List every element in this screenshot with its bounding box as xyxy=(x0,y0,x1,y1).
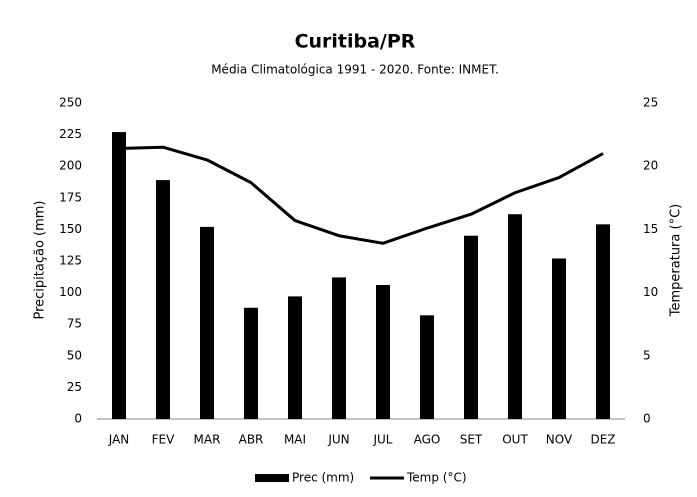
y-tick-label: 50 xyxy=(67,348,82,362)
y2-tick-label: 0 xyxy=(643,412,651,426)
x-tick-label: NOV xyxy=(546,433,573,447)
x-tick-label: DEZ xyxy=(590,433,615,447)
bar xyxy=(156,180,170,419)
y2-tick-label: 5 xyxy=(643,348,651,362)
x-tick-label: JAN xyxy=(108,433,130,447)
chart-title: Curitiba/PR xyxy=(295,31,416,53)
y2-tick-label: 20 xyxy=(643,159,658,173)
y2-tick-label: 10 xyxy=(643,285,658,299)
legend-swatch xyxy=(255,474,289,482)
bar xyxy=(376,285,390,419)
bar xyxy=(420,315,434,419)
x-tick-label: ABR xyxy=(239,433,264,447)
legend-label: Temp (°C) xyxy=(406,471,467,485)
bar xyxy=(596,224,610,419)
y-tick-label: 225 xyxy=(59,127,82,141)
x-tick-label: JUN xyxy=(327,433,349,447)
bar xyxy=(464,235,478,419)
x-tick-label: JUL xyxy=(372,433,392,447)
y-tick-label: 250 xyxy=(59,96,82,110)
y2-tick-label: 25 xyxy=(643,96,658,110)
y2-axis-title: Temperatura (°C) xyxy=(669,204,684,317)
y-tick-label: 0 xyxy=(74,412,82,426)
x-tick-label: MAR xyxy=(194,433,221,447)
bar xyxy=(552,258,566,419)
y-tick-label: 200 xyxy=(59,159,82,173)
y-tick-label: 125 xyxy=(59,254,82,268)
x-tick-label: OUT xyxy=(502,433,528,447)
bar xyxy=(332,277,346,419)
temperature-line xyxy=(118,145,604,245)
y2-tick-label: 15 xyxy=(643,222,658,236)
y-tick-label: 25 xyxy=(67,380,82,394)
bar xyxy=(200,226,214,419)
x-tick-label: FEV xyxy=(152,433,175,447)
y-tick-label: 75 xyxy=(67,317,82,331)
legend-label: Prec (mm) xyxy=(292,471,354,485)
bar xyxy=(288,296,302,419)
x-tick-label: SET xyxy=(460,433,483,447)
y-tick-label: 175 xyxy=(59,190,82,204)
bar xyxy=(508,214,522,419)
bar xyxy=(244,307,258,419)
x-tick-label: AGO xyxy=(414,433,441,447)
y-tick-label: 150 xyxy=(59,222,82,236)
bar xyxy=(112,132,126,419)
chart-subtitle: Média Climatológica 1991 - 2020. Fonte: … xyxy=(211,63,499,77)
x-tick-label: MAI xyxy=(284,433,306,447)
y-tick-label: 100 xyxy=(59,285,82,299)
y-axis-title: Precipitação (mm) xyxy=(33,200,48,319)
